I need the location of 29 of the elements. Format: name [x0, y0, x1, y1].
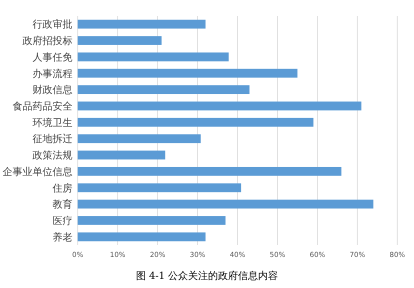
y-tick-label: 人事任免 — [32, 51, 73, 64]
bar — [78, 166, 342, 176]
y-tick-label: 财政信息 — [32, 84, 73, 96]
y-tick-label: 办事流程 — [32, 68, 73, 80]
bar — [78, 102, 362, 110]
y-tick-label: 食品药品安全 — [12, 100, 73, 112]
bar — [78, 134, 201, 144]
text: 图 4-1 公众关注的政府信息内容 — [136, 270, 278, 282]
bar — [78, 150, 166, 160]
bar — [78, 85, 250, 94]
y-tick-label: 企事业单位信息 — [2, 166, 73, 178]
bar — [78, 200, 374, 209]
bar — [78, 183, 242, 192]
bar — [78, 36, 162, 45]
bar — [78, 118, 314, 127]
bar — [78, 52, 229, 62]
y-tick-label: 住房 — [52, 182, 73, 194]
y-tick-label: 政府招投标 — [22, 35, 73, 48]
y-tick-label: 养老 — [52, 231, 73, 244]
y-tick-label: 征地拆迁 — [32, 133, 73, 146]
bar — [78, 216, 226, 225]
bar — [78, 68, 298, 78]
y-tick-label: 行政审批 — [32, 18, 73, 31]
y-tick-label: 政策法规 — [32, 150, 73, 162]
y-tick-label: 环境卫生 — [32, 116, 73, 129]
bar — [78, 232, 206, 242]
bar — [78, 20, 206, 29]
y-tick-label: 教育 — [52, 198, 73, 211]
y-tick-label: 医疗 — [52, 214, 73, 227]
